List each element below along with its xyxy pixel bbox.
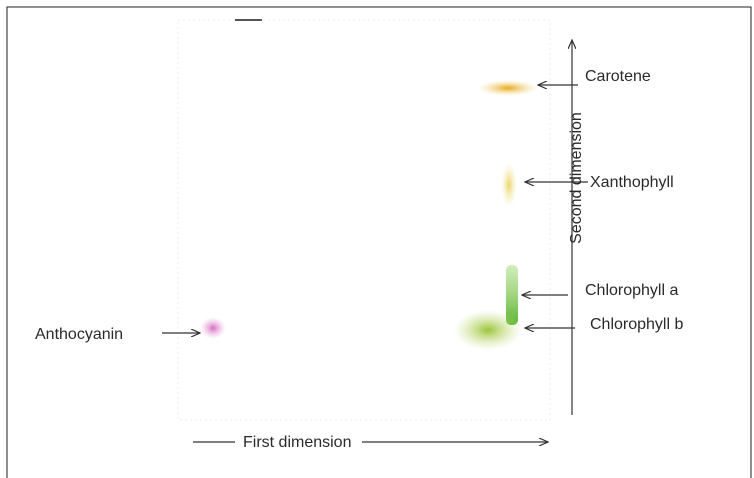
label: Chlorophyll a bbox=[585, 282, 678, 299]
anthocyanin-spot bbox=[200, 317, 226, 339]
carotene-spot bbox=[478, 80, 538, 96]
axis-label: Second dimension bbox=[568, 112, 585, 244]
label: Xanthophyll bbox=[590, 174, 674, 191]
diagram: Carotene Xanthophyll Chlorophyll a Chlor… bbox=[0, 0, 754, 478]
label: Chlorophyll b bbox=[590, 316, 683, 333]
paper bbox=[178, 20, 550, 420]
label: Anthocyanin bbox=[35, 326, 123, 343]
chlorophyll-b-spot bbox=[454, 310, 522, 350]
axis-label: First dimension bbox=[243, 434, 351, 451]
xanthophyll-spot bbox=[501, 163, 517, 207]
label: Carotene bbox=[585, 68, 651, 85]
page: Carotene Xanthophyll Chlorophyll a Chlor… bbox=[0, 0, 754, 478]
